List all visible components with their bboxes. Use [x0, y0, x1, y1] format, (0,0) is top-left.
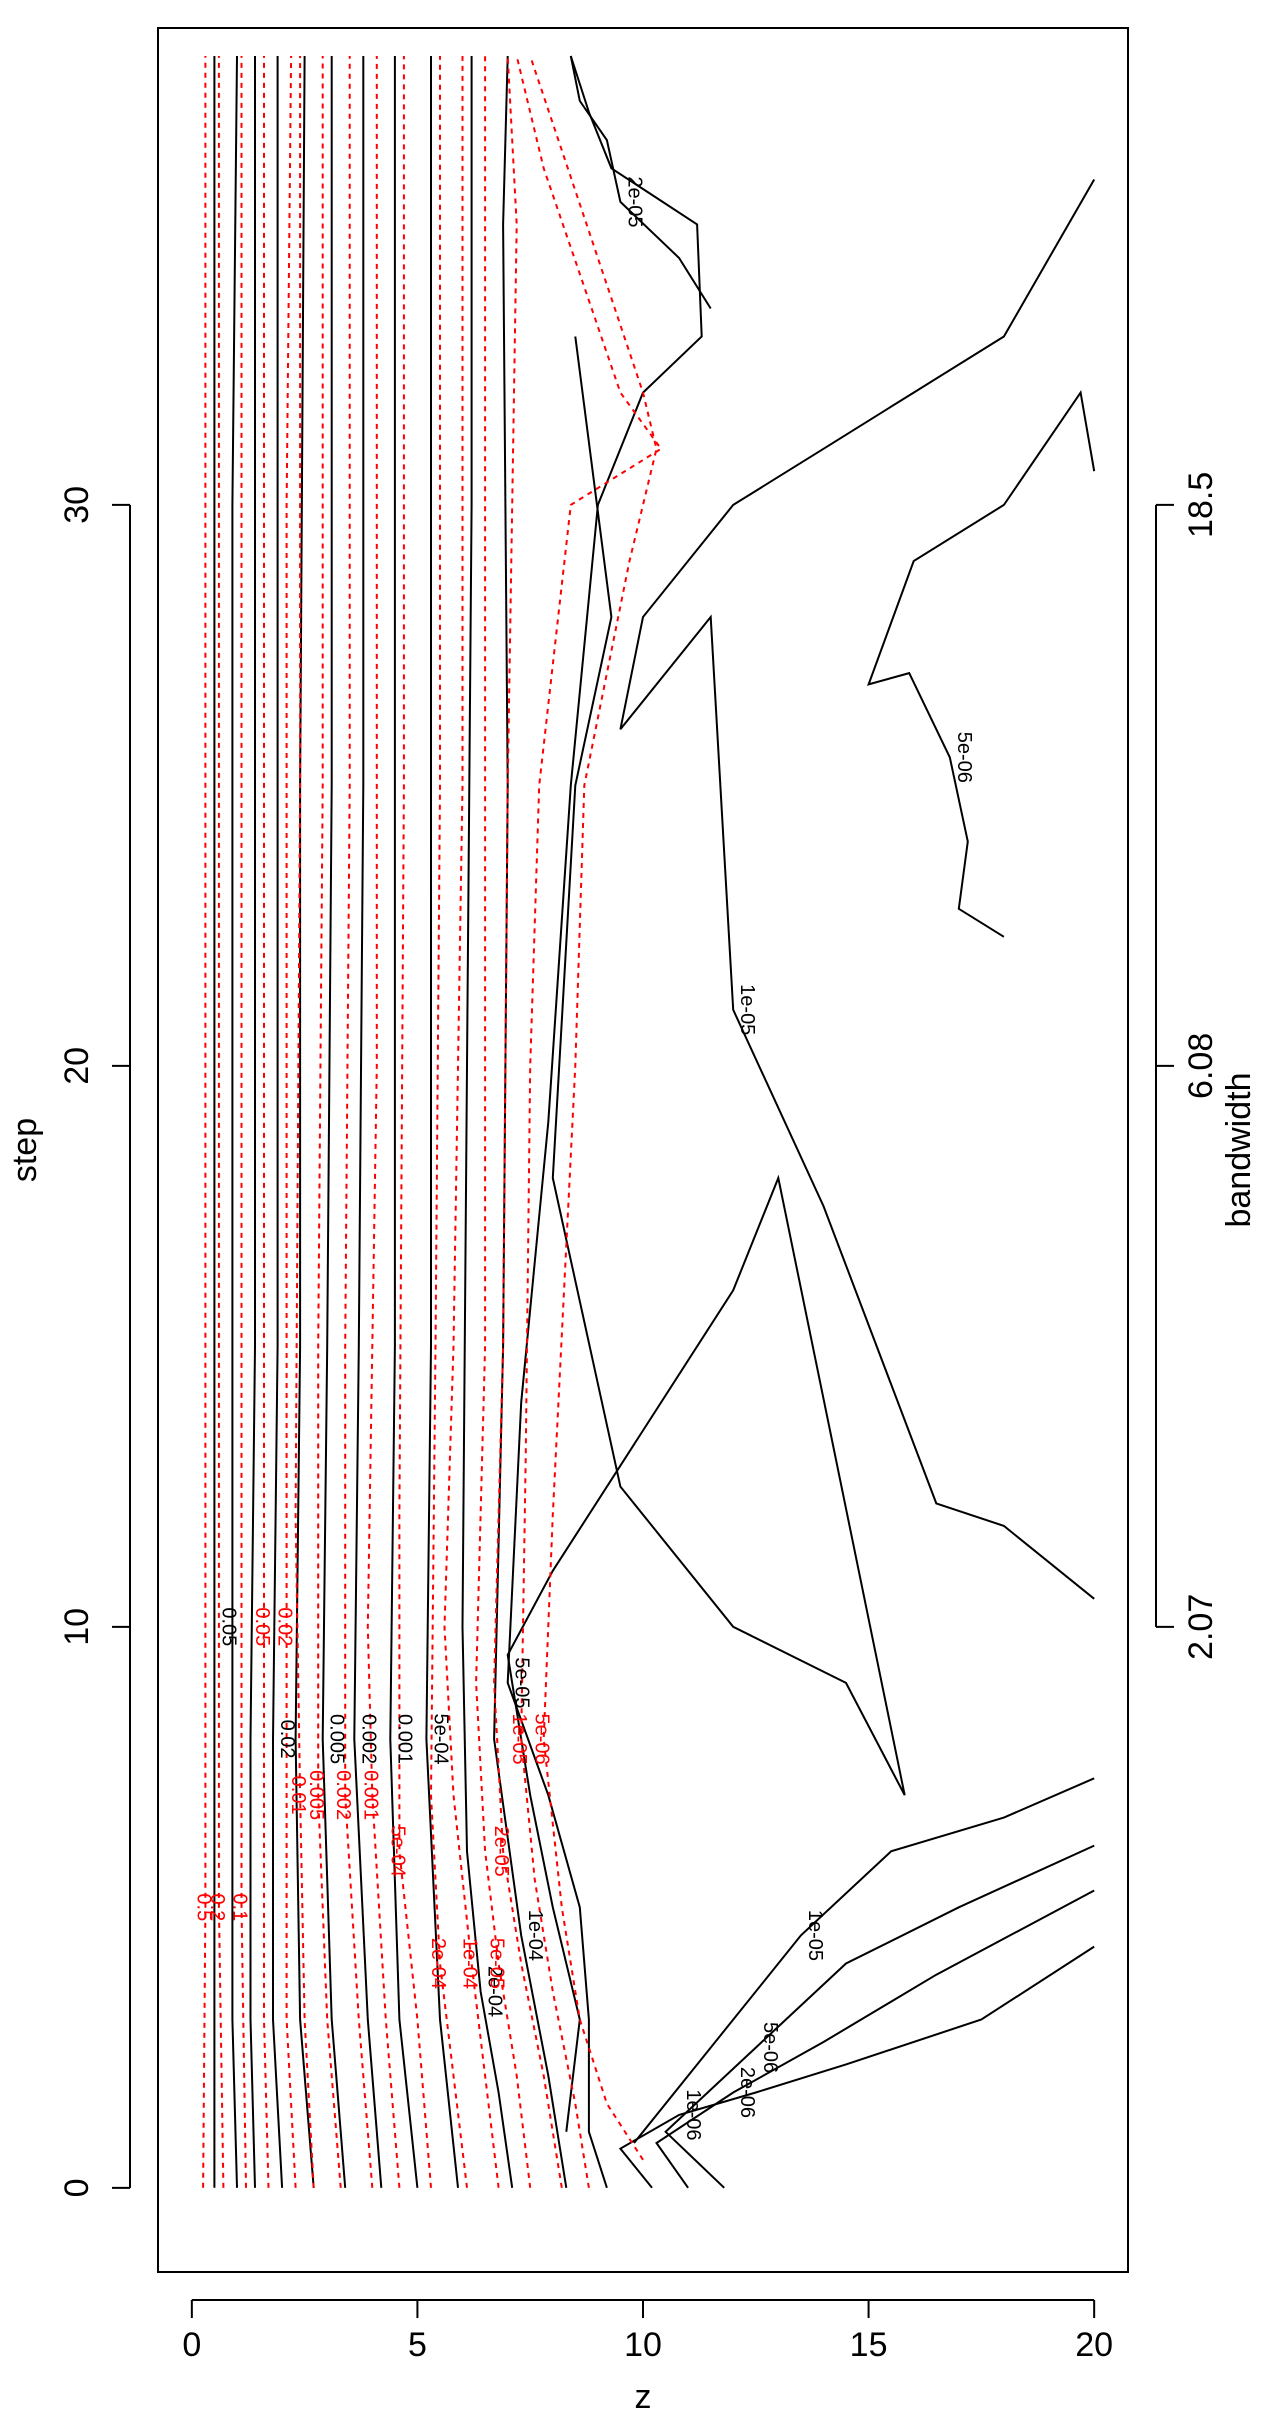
y-tick-label: 0 — [58, 2178, 96, 2197]
x-tick-label: 5 — [408, 2326, 427, 2364]
x-tick-label: 20 — [1075, 2326, 1113, 2364]
contour-line-black-9 — [461, 56, 514, 2188]
contour-label-red-2: 0.1 — [228, 1893, 250, 1921]
contour-label-red-5: 0.01 — [287, 1776, 309, 1815]
contour-label-black-3: 0.02 — [276, 1720, 298, 1759]
contour-line-red-9 — [398, 56, 432, 2188]
contour-line-black-7 — [389, 56, 419, 2188]
contour-labels: 0.050.02 0.005 0.002 0.001 5e-042e-041e-045e… — [192, 176, 974, 2140]
contour-label-black-0: 0.05 — [217, 1607, 239, 1646]
contour-label-black-15: 5e-06 — [953, 732, 975, 783]
contour-line-black-17 — [619, 179, 1096, 1600]
contour-line-red-15 — [529, 55, 658, 2161]
contour-label-red-12: 5e-05 — [486, 1938, 508, 1989]
contour-label-red-4: 0.02 — [274, 1607, 296, 1646]
contour-line-black-5 — [321, 56, 347, 2188]
contour-label-red-13: 2e-05 — [490, 1826, 512, 1877]
contour-line-black-19 — [569, 55, 712, 310]
contour-line-red-1 — [217, 56, 225, 2188]
y-tick-label: 20 — [58, 1047, 96, 1085]
axes: 0 5 10 15 20 0 10 20 30 2.07 6.08 18.5 — [58, 472, 1220, 2364]
contour-label-black-13: 2e-06 — [736, 2067, 758, 2118]
contour-line-black-18 — [506, 336, 906, 2132]
contour-label-red-8: 0.001 — [359, 1770, 381, 1820]
contour-label-red-14: 1e-05 — [508, 1713, 530, 1764]
y2-tick-label: 18.5 — [1182, 472, 1220, 538]
contour-line-black-4 — [294, 55, 315, 2188]
contour-label-black-6: 0.002 — [357, 1714, 379, 1764]
contour-line-red-13 — [493, 55, 563, 2188]
y-tick-label: 10 — [58, 1608, 96, 1646]
contour-label-red-6: 0.005 — [305, 1770, 327, 1820]
contour-line-red-0 — [202, 56, 207, 2188]
contour-line-black-11 — [506, 55, 703, 2189]
contour-line-red-6 — [317, 56, 342, 2188]
contour-label-black-12: 1e-06 — [682, 2089, 704, 2140]
contour-label-black-16: 1e-05 — [804, 1910, 826, 1961]
contour-label-black-19: 2e-05 — [623, 176, 645, 227]
contour-label-red-1: 0.2 — [206, 1893, 228, 1921]
contour-line-red-14 — [515, 55, 663, 2188]
x-axis-title: z — [635, 2378, 652, 2416]
contour-line-black-12 — [618, 1945, 1095, 2189]
contour-label-red-7: 0.002 — [332, 1770, 354, 1820]
x-tick-label: 15 — [850, 2326, 888, 2364]
y-axis-title: step — [6, 1118, 44, 1182]
contour-label-red-9: 5e-04 — [386, 1826, 408, 1877]
y2-tick-label: 6.08 — [1182, 1033, 1220, 1099]
contour-label-red-3: 0.05 — [251, 1607, 273, 1646]
contour-line-black-15 — [866, 389, 1096, 938]
x-tick-label: 0 — [182, 2326, 201, 2364]
y2-axis-title: bandwidth — [1220, 1072, 1258, 1227]
contour-lines — [202, 55, 1096, 2189]
contour-label-red-11: 1e-04 — [459, 1938, 481, 1989]
contour-line-red-11 — [443, 56, 500, 2188]
contour-line-black-1 — [231, 55, 238, 2188]
contour-line-red-12 — [475, 56, 532, 2188]
contour-line-red-3 — [263, 56, 270, 2188]
contour-line-black-6 — [353, 56, 383, 2188]
contour-line-red-8 — [366, 56, 401, 2188]
x-tick-label: 10 — [624, 2326, 662, 2364]
contour-line-red-5 — [294, 56, 315, 2188]
y-tick-label: 30 — [58, 486, 96, 524]
contour-label-black-14: 5e-06 — [759, 2022, 781, 2073]
plot-frame — [157, 27, 1129, 2273]
contour-label-black-10: 1e-04 — [524, 1910, 546, 1961]
plot-area — [157, 27, 1129, 2273]
contour-label-black-5: 0.005 — [326, 1714, 348, 1764]
contour-label-black-9: 2e-04 — [484, 1966, 506, 2017]
contour-line-black-8 — [425, 56, 459, 2188]
contour-line-black-2 — [249, 56, 256, 2188]
contour-line-red-2 — [240, 56, 247, 2188]
y2-tick-label: 2.07 — [1182, 1594, 1220, 1660]
contour-label-black-8: 5e-04 — [429, 1713, 451, 1764]
contour-line-black-16 — [633, 1777, 1095, 2144]
contour-line-black-14 — [664, 1844, 1095, 2189]
contour-line-red-7 — [344, 56, 374, 2188]
contour-line-black-3 — [272, 56, 284, 2188]
contour-label-black-17: 1e-05 — [736, 984, 758, 1035]
contour-line-black-13 — [655, 1889, 1095, 2189]
contour-line-red-4 — [285, 55, 297, 2188]
contour-label-black-11: 5e-05 — [511, 1657, 533, 1708]
contour-label-red-0: 0.5 — [192, 1893, 214, 1921]
contour-label-black-7: 0.001 — [393, 1714, 415, 1764]
contour-label-red-15: 5e-06 — [531, 1713, 553, 1764]
contour-line-red-10 — [429, 56, 468, 2188]
contour-label-red-10: 2e-04 — [427, 1938, 449, 1989]
